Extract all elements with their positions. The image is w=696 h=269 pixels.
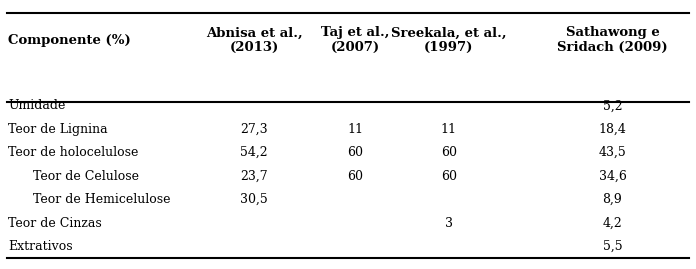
Text: 8,9: 8,9 xyxy=(603,193,622,206)
Text: 3: 3 xyxy=(445,217,453,229)
Text: 43,5: 43,5 xyxy=(599,146,626,159)
Text: 60: 60 xyxy=(441,146,457,159)
Text: 5,2: 5,2 xyxy=(603,99,622,112)
Text: 11: 11 xyxy=(347,123,363,136)
Text: Sreekala, et al.,
(1997): Sreekala, et al., (1997) xyxy=(391,26,507,54)
Text: 4,2: 4,2 xyxy=(603,217,622,229)
Text: Teor de Hemicelulose: Teor de Hemicelulose xyxy=(33,193,171,206)
Text: 30,5: 30,5 xyxy=(240,193,268,206)
Text: Sathawong e
Sridach (2009): Sathawong e Sridach (2009) xyxy=(557,26,667,54)
Text: 27,3: 27,3 xyxy=(240,123,268,136)
Text: 34,6: 34,6 xyxy=(599,170,626,183)
Text: 60: 60 xyxy=(347,170,363,183)
Text: 23,7: 23,7 xyxy=(240,170,268,183)
Text: Extrativos: Extrativos xyxy=(8,240,73,253)
Text: 60: 60 xyxy=(441,170,457,183)
Text: Teor de Celulose: Teor de Celulose xyxy=(33,170,139,183)
Text: 5,5: 5,5 xyxy=(603,240,622,253)
Text: 11: 11 xyxy=(441,123,457,136)
Text: 18,4: 18,4 xyxy=(599,123,626,136)
Text: Taj et al.,
(2007): Taj et al., (2007) xyxy=(321,26,389,54)
Text: 54,2: 54,2 xyxy=(240,146,268,159)
Text: Componente (%): Componente (%) xyxy=(8,34,131,47)
Text: Teor de Lignina: Teor de Lignina xyxy=(8,123,108,136)
Text: Teor de Cinzas: Teor de Cinzas xyxy=(8,217,102,229)
Text: Umidade: Umidade xyxy=(8,99,65,112)
Text: Abnisa et al.,
(2013): Abnisa et al., (2013) xyxy=(206,26,302,54)
Text: Teor de holocelulose: Teor de holocelulose xyxy=(8,146,139,159)
Text: 60: 60 xyxy=(347,146,363,159)
